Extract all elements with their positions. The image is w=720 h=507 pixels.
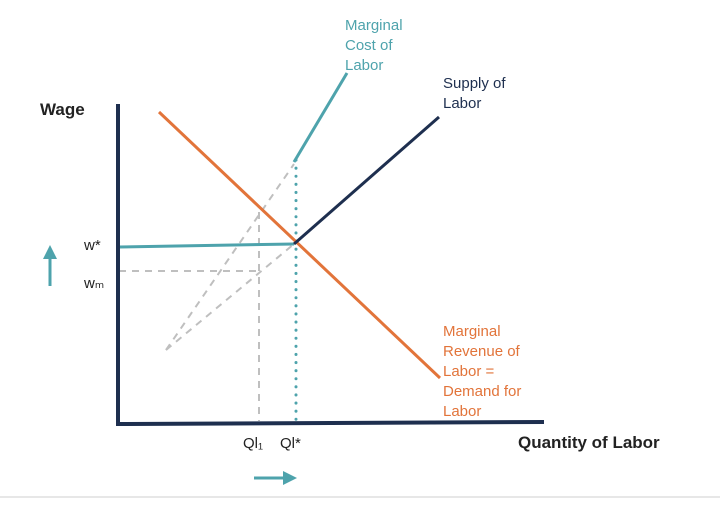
mcl-label-line: Labor — [345, 57, 383, 74]
supply-label-line: Labor — [443, 95, 481, 112]
demand-curve — [157, 110, 442, 380]
x-axis — [115, 420, 545, 426]
mcl-curve — [292, 72, 349, 163]
x-axis-label: Quantity of Labor — [518, 433, 660, 452]
supply-label-line: Supply of — [443, 75, 506, 92]
demand-label-line: Labor = — [443, 363, 495, 380]
tick-label-qlstar: Ql* — [280, 435, 301, 452]
demand-label-line: Marginal — [443, 323, 501, 340]
demand-label-line: Labor — [443, 403, 481, 420]
right-arrow-icon — [254, 471, 297, 485]
mcl-label: Marginal Cost of Labor — [345, 17, 407, 74]
supply-curve — [293, 115, 440, 246]
tick-label-wstar: w* — [83, 237, 101, 254]
demand-label-line: Demand for — [443, 383, 521, 400]
y-axis-label: Wage — [40, 100, 85, 119]
tick-label-wm: wₘ — [83, 275, 104, 292]
mcl-label-line: Marginal — [345, 17, 403, 34]
tick-label-ql1: Ql₁ — [243, 435, 263, 452]
supply-dashed-extension — [165, 243, 295, 351]
wstar-guide — [118, 242, 295, 249]
demand-label: Marginal Revenue of Labor = Demand for L… — [443, 323, 526, 420]
mcl-dashed-extension — [165, 163, 295, 351]
mcl-label-line: Cost of — [345, 37, 393, 54]
supply-label: Supply of Labor — [443, 75, 510, 112]
up-arrow-icon — [43, 245, 57, 286]
demand-label-line: Revenue of — [443, 343, 521, 360]
